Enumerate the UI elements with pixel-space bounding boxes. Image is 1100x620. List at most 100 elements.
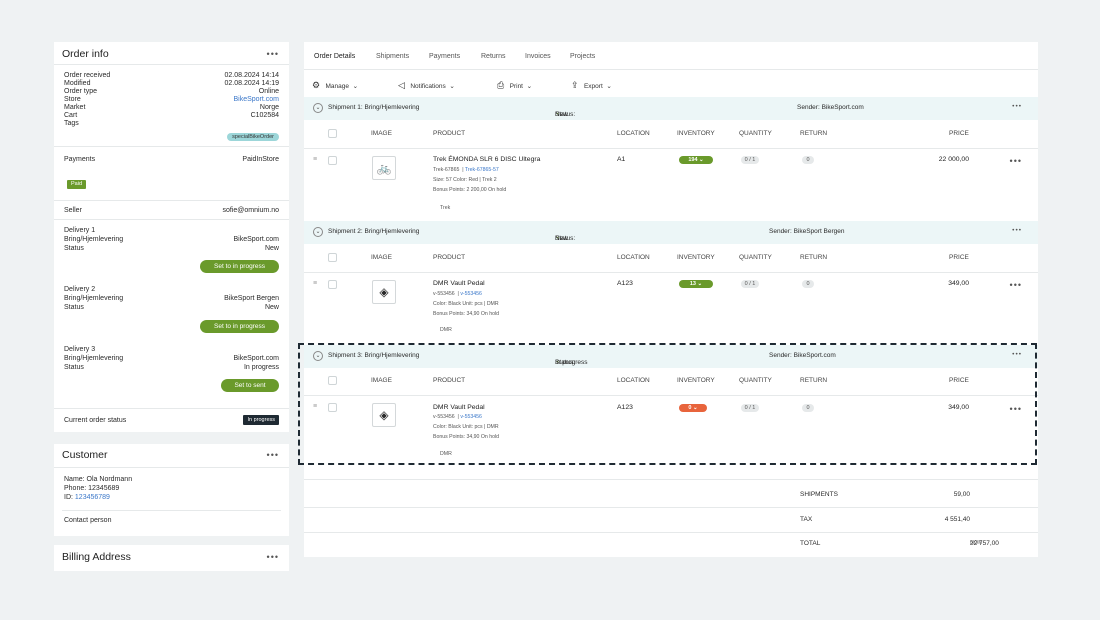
tag-badge[interactable]: specialBikeOrder — [227, 133, 279, 141]
collapse-icon[interactable]: ⌄ — [313, 351, 323, 361]
manage-icon: ⚙ — [312, 80, 321, 90]
select-all-checkbox[interactable] — [328, 129, 337, 138]
inventory-badge[interactable]: 13 ⌄ — [679, 280, 713, 288]
select-all-checkbox[interactable] — [328, 376, 337, 385]
shipment-header: ⌄ Shipment 2: Bring/Hjemlevering Status:… — [304, 221, 1038, 244]
product-name[interactable]: DMR Vault Pedal — [433, 404, 485, 411]
seller-row: Seller sofie@omnium.no — [64, 207, 279, 214]
export-menu[interactable]: ⇪ Export ⌄ — [571, 80, 612, 90]
product-name[interactable]: Trek ÉMONDA SLR 6 DISC Ultegra — [433, 156, 541, 163]
return-badge: 0 — [802, 404, 814, 412]
order-type-row: Order type Online — [64, 88, 279, 95]
variant-link[interactable]: Trek-67865-57 — [464, 167, 499, 173]
chevron-down-icon: ⌄ — [352, 83, 359, 90]
order-info-more-icon[interactable]: ••• — [266, 49, 279, 59]
paid-badge: Paid — [67, 180, 87, 189]
price-value: 22 000,00 — [938, 156, 969, 163]
drag-handle-icon[interactable]: ≡ — [313, 156, 318, 163]
shipment-more-icon[interactable]: ••• — [1012, 227, 1022, 234]
billing-more-icon[interactable]: ••• — [266, 552, 279, 562]
inventory-badge[interactable]: 194 ⌄ — [679, 156, 713, 164]
row-more-icon[interactable]: ••• — [1009, 404, 1022, 414]
product-image[interactable]: 🚲 — [372, 156, 396, 180]
tab-invoices[interactable]: Invoices — [525, 53, 551, 60]
billing-title: Billing Address — [62, 551, 131, 563]
customer-name: Name: Ola Nordmann — [64, 476, 133, 483]
row-more-icon[interactable]: ••• — [1009, 280, 1022, 290]
send-icon: ◁ — [398, 80, 405, 90]
set-in-progress-button-1[interactable]: Set to in progress — [200, 260, 279, 273]
shipment-more-icon[interactable]: ••• — [1012, 103, 1022, 110]
price-value: 349,00 — [948, 280, 969, 287]
inventory-badge[interactable]: 0 ⌄ — [679, 404, 707, 412]
status-icon: ◔ — [555, 235, 559, 242]
tab-shipments[interactable]: Shipments — [376, 53, 410, 60]
status-icon: ◔ — [555, 359, 559, 366]
customer-more-icon[interactable]: ••• — [266, 450, 279, 460]
set-in-progress-button-2[interactable]: Set to in progress — [200, 320, 279, 333]
product-name[interactable]: DMR Vault Pedal — [433, 280, 485, 287]
manage-menu[interactable]: ⚙ Manage ⌄ — [312, 80, 359, 90]
export-icon: ⇪ — [571, 80, 579, 90]
print-icon: ⎙ — [497, 80, 505, 90]
order-info-card: Order info ••• Order received 02.08.2024 … — [54, 42, 289, 432]
chevron-down-icon: ⌄ — [449, 83, 455, 90]
location-value: A123 — [617, 404, 633, 411]
order-info-title: Order info — [62, 48, 109, 60]
market-row: Market Norge — [64, 104, 279, 111]
shipment-2: ⌄ Shipment 2: Bring/Hjemlevering Status:… — [304, 221, 1038, 345]
quantity-badge: 0 / 1 — [741, 156, 759, 164]
cart-row: Cart C102584 — [64, 112, 279, 119]
collapse-icon[interactable]: ⌄ — [313, 227, 323, 237]
shipment-header: ⌄ Shipment 1: Bring/Hjemlevering Status:… — [304, 97, 1038, 120]
store-row: Store BikeSport.com — [64, 96, 279, 103]
product-image[interactable]: ◈ — [372, 403, 396, 427]
quantity-badge: 0 / 1 — [741, 404, 759, 412]
status-icon: ◔ — [555, 111, 559, 118]
location-value: A123 — [617, 280, 633, 287]
drag-handle-icon[interactable]: ≡ — [313, 403, 318, 410]
set-to-sent-button[interactable]: Set to sent — [221, 379, 279, 392]
product-image[interactable]: ◈ — [372, 280, 396, 304]
current-status-badge: In progress — [243, 415, 279, 425]
shipment-header: ⌄ Shipment 3: Bring/Hjemlevering Status:… — [304, 345, 1038, 368]
chevron-down-icon: ⌄ — [526, 83, 533, 90]
row-checkbox[interactable] — [328, 280, 337, 289]
chevron-down-icon: ⌄ — [606, 83, 612, 90]
order-details-panel — [304, 42, 1038, 557]
highlight-frame — [298, 343, 1037, 465]
contact-person[interactable]: Contact person — [64, 517, 112, 524]
return-badge: 0 — [802, 156, 814, 164]
shipment-1: ⌄ Shipment 1: Bring/Hjemlevering Status:… — [304, 97, 1038, 221]
order-received-row: Order received 02.08.2024 14:14 — [64, 72, 279, 79]
print-menu[interactable]: ⎙ Print ⌄ — [497, 80, 533, 90]
current-status-row: Current order status — [64, 417, 127, 424]
row-checkbox[interactable] — [328, 403, 337, 412]
tab-payments[interactable]: Payments — [429, 53, 461, 60]
customer-card: Customer ••• Name: Ola Nordmann Phone: 1… — [54, 444, 289, 536]
billing-card: Billing Address ••• — [54, 545, 289, 571]
drag-handle-icon[interactable]: ≡ — [313, 280, 318, 287]
variant-link[interactable]: v-553456 — [460, 414, 482, 420]
quantity-badge: 0 / 1 — [741, 280, 759, 288]
customer-id-link[interactable]: 123456789 — [74, 494, 110, 501]
select-all-checkbox[interactable] — [328, 253, 337, 262]
price-value: 349,00 — [948, 404, 969, 411]
row-more-icon[interactable]: ••• — [1009, 156, 1022, 166]
location-value: A1 — [617, 156, 626, 163]
collapse-icon[interactable]: ⌄ — [313, 103, 323, 113]
store-link[interactable]: BikeSport.com — [233, 96, 279, 103]
modified-row: Modified 02.08.2024 14:19 — [64, 80, 279, 87]
shipment-more-icon[interactable]: ••• — [1012, 351, 1022, 358]
return-badge: 0 — [802, 280, 814, 288]
tags-row: Tags — [64, 120, 79, 127]
notifications-menu[interactable]: ◁ Notifications ⌄ — [398, 80, 455, 90]
row-checkbox[interactable] — [328, 156, 337, 165]
variant-link[interactable]: v-553456 — [460, 291, 482, 297]
tab-order-details[interactable]: Order Details — [314, 53, 356, 60]
tab-projects[interactable]: Projects — [570, 53, 596, 60]
customer-phone: Phone: 12345689 — [64, 485, 120, 492]
payments-row: Payments PaidInStore — [64, 156, 279, 163]
tab-returns[interactable]: Returns — [481, 53, 506, 60]
shipment-3: ⌄ Shipment 3: Bring/Hjemlevering Status:… — [304, 345, 1038, 466]
